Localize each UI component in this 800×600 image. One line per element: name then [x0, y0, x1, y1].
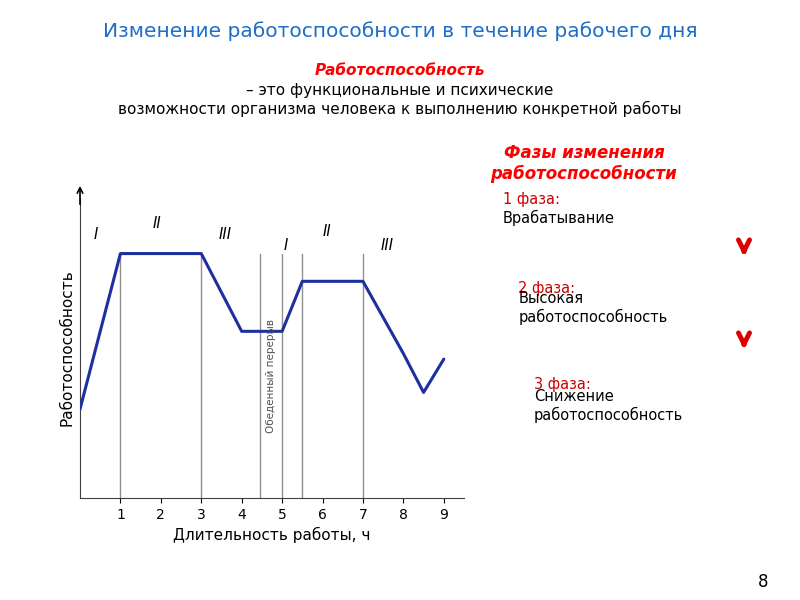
Text: I: I [93, 227, 98, 242]
Text: II: II [322, 224, 331, 239]
X-axis label: Длительность работы, ч: Длительность работы, ч [174, 527, 370, 544]
Text: Снижение
работоспособность: Снижение работоспособность [534, 389, 683, 423]
Text: III: III [219, 227, 232, 242]
Text: II: II [153, 215, 161, 230]
Text: 2 фаза:: 2 фаза: [518, 281, 575, 296]
Text: 3 фаза:: 3 фаза: [534, 377, 590, 392]
Text: – это функциональные и психические
возможности организма человека к выполнению к: – это функциональные и психические возмо… [118, 83, 682, 116]
Text: Врабатывание: Врабатывание [503, 210, 615, 226]
Text: Работоспособность: Работоспособность [314, 63, 486, 78]
Text: 8: 8 [758, 573, 768, 591]
Text: Высокая
работоспособность: Высокая работоспособность [518, 292, 668, 325]
Text: Изменение работоспособности в течение рабочего дня: Изменение работоспособности в течение ра… [102, 21, 698, 41]
Text: I: I [284, 238, 288, 253]
Text: III: III [381, 238, 394, 253]
Text: Фазы изменения
работоспособности: Фазы изменения работоспособности [490, 144, 678, 183]
Y-axis label: Работоспособность: Работоспособность [59, 269, 74, 427]
Text: Обеденный перерыв: Обеденный перерыв [266, 319, 276, 433]
Text: 1 фаза:: 1 фаза: [503, 193, 560, 208]
